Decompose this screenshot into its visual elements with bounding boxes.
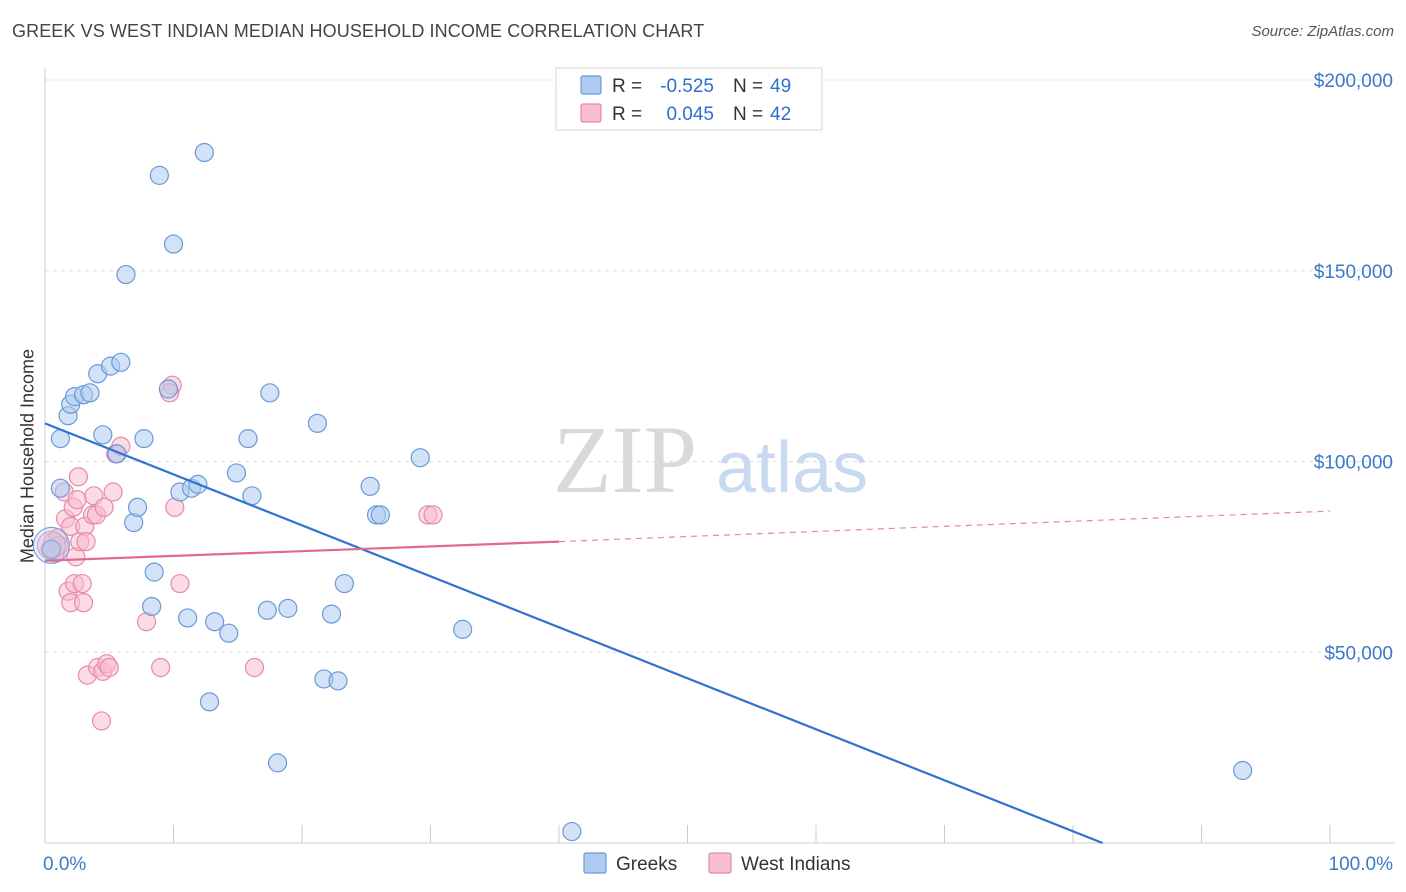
legend-n-label: N = <box>733 76 763 97</box>
greeks-point <box>41 539 62 559</box>
greeks-point <box>194 142 214 163</box>
greeks-point <box>178 608 198 628</box>
legend-swatch-greeks <box>580 75 602 95</box>
tick-labels: $50,000 $100,000 $150,000 $200,000 0.0% 100.0… <box>43 71 1393 875</box>
west-indians-point <box>103 482 123 502</box>
greeks-point <box>199 692 220 712</box>
series-legend-label-greeks: Greeks <box>616 854 677 875</box>
greeks-point <box>158 379 178 399</box>
y-tick-label: $100,000 <box>1314 453 1393 474</box>
legend-n-label: N = <box>733 104 763 125</box>
y-tick-label: $50,000 <box>1324 643 1393 664</box>
west-indians-point <box>91 711 112 731</box>
greeks-point <box>267 753 288 773</box>
x-tick-label-min: 0.0% <box>43 854 86 875</box>
series-legend-label-west-indians: West Indians <box>741 854 850 875</box>
greeks-point <box>127 497 148 517</box>
west-indians-point <box>423 505 443 525</box>
grid-lines <box>45 79 1395 653</box>
greeks-point <box>238 429 258 449</box>
greeks-point <box>260 383 280 403</box>
west-indians-trend-extension <box>558 510 1331 543</box>
greeks-point <box>257 600 277 620</box>
greeks-point <box>278 598 298 618</box>
x-tick-label-max: 100.0% <box>1329 854 1394 875</box>
west-indians-point <box>244 657 265 678</box>
greeks-point <box>328 671 348 691</box>
west-indians-point <box>76 532 96 552</box>
greeks-point <box>370 505 390 525</box>
greeks-point <box>80 383 100 403</box>
greeks-trend-line <box>44 422 1103 845</box>
series-legend: Greeks West Indians <box>583 852 850 875</box>
watermark: ZIP atlas <box>553 406 868 513</box>
greeks-point <box>360 476 380 496</box>
west-indians-point <box>73 593 94 613</box>
greeks-point <box>453 619 473 639</box>
greeks-point <box>226 463 247 483</box>
greeks-point <box>334 573 355 594</box>
legend-n-value-west-indians: 42 <box>770 104 791 125</box>
legend-n-value-greeks: 49 <box>770 76 791 97</box>
trend-lines <box>44 422 1331 845</box>
y-tick-label: $150,000 <box>1314 262 1393 283</box>
y-tick-label: $200,000 <box>1314 71 1393 92</box>
greeks-point <box>111 352 131 372</box>
greeks-point <box>410 448 430 468</box>
source-label: Source: ZipAtlas.com <box>1251 23 1394 40</box>
watermark-zip: ZIP <box>553 406 697 513</box>
west-indians-point <box>170 573 190 594</box>
correlation-legend: R = -0.525 N = 49 R = 0.045 N = 42 <box>555 67 823 131</box>
greeks-point <box>219 623 239 643</box>
greeks-point <box>163 234 184 254</box>
greeks-point <box>307 413 328 433</box>
greeks-points <box>32 142 1253 842</box>
greeks-point <box>93 425 113 445</box>
west-indians-point <box>151 657 171 678</box>
west-indians-point <box>72 573 92 594</box>
west-indians-point <box>94 497 114 517</box>
watermark-atlas: atlas <box>716 428 868 508</box>
legend-r-value-west-indians: 0.045 <box>666 104 714 125</box>
series-legend-swatch-greeks <box>583 852 607 874</box>
west-indians-trend-line <box>44 540 560 562</box>
greeks-cluster-point <box>32 526 70 564</box>
greeks-point <box>144 562 164 582</box>
greeks-point <box>1233 760 1253 781</box>
greeks-point <box>50 478 71 498</box>
west-indians-point <box>67 490 87 510</box>
legend-r-value-greeks: -0.525 <box>660 76 714 97</box>
west-indians-point <box>99 657 119 678</box>
legend-r-label: R = <box>612 76 642 97</box>
axes <box>44 68 1395 844</box>
greeks-point <box>134 429 154 449</box>
legend-r-label: R = <box>612 104 642 125</box>
greeks-point <box>562 821 582 842</box>
greeks-point <box>321 604 342 624</box>
chart-title: GREEK VS WEST INDIAN MEDIAN HOUSEHOLD IN… <box>12 21 705 41</box>
series-legend-swatch-west-indians <box>708 852 732 874</box>
legend-swatch-west-indians <box>580 103 602 123</box>
greeks-point <box>116 264 136 285</box>
greeks-point <box>149 165 169 185</box>
greeks-point <box>142 596 162 617</box>
west-indians-point <box>68 467 89 487</box>
greeks-point <box>205 612 225 632</box>
